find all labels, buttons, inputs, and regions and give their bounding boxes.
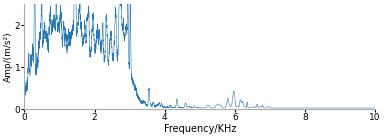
Y-axis label: Amp/(m/s²): Amp/(m/s²) xyxy=(4,31,13,82)
X-axis label: Frequency/KHz: Frequency/KHz xyxy=(164,124,236,134)
